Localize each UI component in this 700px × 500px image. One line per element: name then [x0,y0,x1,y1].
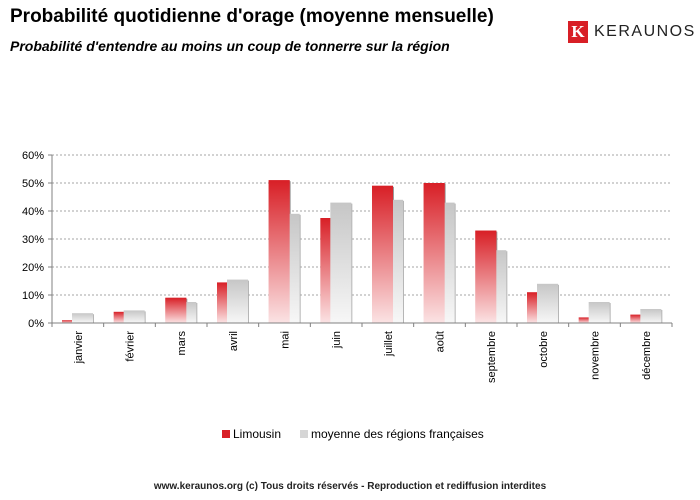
x-tick-label: mars [176,331,188,356]
legend-label: moyenne des régions françaises [311,427,484,441]
chart-subtitle: Probabilité d'entendre au moins un coup … [10,38,450,54]
bar [72,313,93,323]
footer-copyright: www.keraunos.org (c) Tous droits réservé… [153,481,547,492]
y-tick-label: 0% [28,318,44,330]
bar [330,202,352,323]
x-tick-label: juin [331,331,343,349]
x-tick-label: avril [228,331,240,351]
keraunos-logo: K KERAUNOS [568,20,696,44]
keraunos-logo-icon: K [568,21,588,43]
x-tick-label: août [435,331,447,352]
x-tick-label: mai [280,331,292,349]
y-tick-label: 20% [22,262,44,274]
x-tick-label: janvier [73,331,85,365]
y-tick-label: 10% [22,290,44,302]
x-tick-label: juillet [383,331,395,357]
x-tick-label: décembre [641,331,653,380]
x-tick-label: septembre [486,331,498,383]
y-tick-label: 60% [22,150,44,162]
legend-swatch [300,430,308,438]
bar [537,283,558,323]
legend-swatch [222,430,230,438]
x-tick-label: octobre [538,331,550,368]
bar [227,279,248,323]
bar [268,180,290,323]
y-tick-label: 40% [22,206,44,218]
y-tick-label: 30% [22,234,44,246]
bar [423,183,445,323]
bar [588,302,610,323]
chart-title: Probabilité quotidienne d'orage (moyenne… [10,6,494,27]
legend-label: Limousin [233,427,281,441]
y-tick-label: 50% [22,178,44,190]
bar [640,309,662,323]
x-tick-label: février [125,331,137,362]
bar [372,185,393,323]
logo-text: KERAUNOS [594,23,696,40]
bar [165,297,187,323]
bar [475,230,497,323]
x-tick-label: novembre [590,331,602,380]
bar [123,310,145,323]
